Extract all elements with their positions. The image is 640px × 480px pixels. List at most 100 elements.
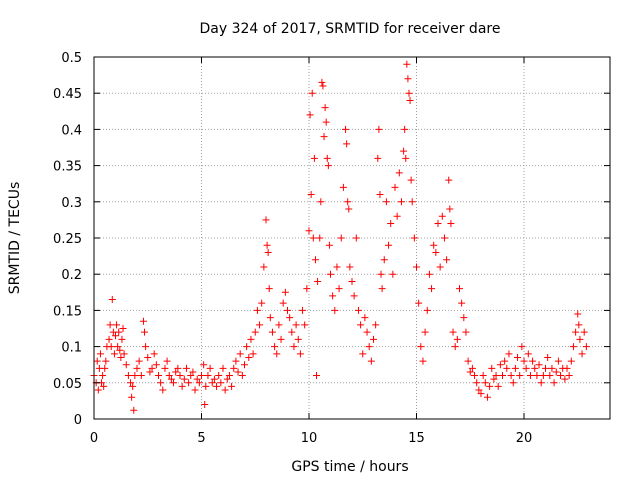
data-point	[557, 372, 565, 380]
data-point	[501, 357, 509, 365]
data-point	[128, 393, 136, 401]
data-point	[200, 361, 208, 369]
data-point	[428, 285, 436, 293]
data-point	[499, 372, 506, 380]
data-point	[453, 335, 461, 343]
data-point	[264, 248, 272, 256]
data-point	[317, 198, 325, 206]
data-point	[578, 350, 586, 358]
data-point	[492, 372, 500, 380]
data-point	[266, 314, 274, 322]
data-point	[316, 234, 324, 242]
data-point	[406, 96, 414, 104]
data-point	[131, 372, 139, 380]
data-point	[363, 328, 371, 336]
data-point	[306, 111, 314, 119]
data-point	[271, 343, 279, 351]
data-point	[407, 176, 415, 184]
data-point	[372, 321, 380, 329]
data-point	[516, 372, 524, 380]
data-point	[481, 379, 489, 387]
data-point	[342, 125, 350, 133]
data-point	[511, 364, 519, 372]
data-point	[365, 343, 373, 351]
data-point	[533, 372, 541, 380]
x-tick-label: 15	[408, 431, 425, 446]
data-point	[443, 256, 451, 264]
data-point	[232, 357, 240, 365]
data-point	[421, 328, 429, 336]
data-point	[277, 335, 285, 343]
data-point	[535, 361, 543, 369]
data-point	[185, 379, 193, 387]
data-point	[319, 82, 327, 90]
data-point	[318, 78, 326, 86]
data-point	[565, 372, 573, 380]
data-point	[436, 263, 444, 271]
data-point	[221, 386, 229, 394]
data-point	[432, 248, 440, 256]
data-point	[357, 321, 365, 329]
data-point	[507, 372, 515, 380]
data-point	[323, 154, 331, 162]
data-point	[296, 350, 304, 358]
data-point	[377, 270, 385, 278]
data-point	[202, 382, 210, 390]
data-point	[447, 220, 455, 228]
data-point	[174, 364, 182, 372]
data-point	[107, 343, 115, 351]
data-point	[324, 162, 332, 170]
data-point	[228, 382, 236, 390]
data-point	[400, 147, 408, 155]
data-point	[529, 357, 537, 365]
data-point	[350, 292, 358, 300]
data-point	[108, 296, 116, 304]
data-point	[234, 368, 242, 376]
data-point	[213, 382, 221, 390]
data-point	[479, 372, 487, 380]
data-point	[580, 328, 588, 336]
data-point	[263, 241, 271, 249]
data-point	[576, 335, 584, 343]
data-point	[275, 321, 283, 329]
data-point	[165, 372, 173, 380]
y-axis-label: SRMTID / TECUs	[7, 182, 23, 295]
data-point	[130, 406, 138, 414]
data-point	[370, 335, 377, 343]
data-point	[268, 328, 276, 336]
x-tick-label: 10	[301, 431, 318, 446]
data-point	[94, 386, 102, 394]
data-point	[262, 216, 270, 224]
data-point	[256, 321, 264, 329]
data-point	[120, 350, 128, 358]
data-point	[387, 220, 395, 228]
data-point	[554, 357, 562, 365]
data-point	[93, 357, 101, 365]
data-point	[382, 198, 390, 206]
data-point	[354, 306, 362, 314]
data-point	[100, 382, 108, 390]
data-point	[496, 361, 504, 369]
data-point	[434, 220, 442, 228]
data-point	[413, 263, 420, 271]
data-point	[96, 350, 104, 358]
data-point	[385, 241, 393, 249]
data-point	[253, 306, 261, 314]
data-point	[359, 350, 367, 358]
data-point	[475, 386, 483, 394]
grid-lines	[94, 57, 610, 419]
data-point	[321, 104, 329, 112]
data-point	[238, 372, 246, 380]
data-point	[445, 176, 453, 184]
data-point	[401, 125, 409, 133]
data-point	[102, 357, 110, 365]
data-point	[367, 357, 375, 365]
axis-ticks	[93, 56, 610, 420]
data-point	[159, 386, 167, 394]
data-point	[281, 288, 289, 296]
y-tick-label: 0.45	[53, 87, 82, 102]
data-point	[563, 364, 571, 372]
data-point	[331, 306, 339, 314]
data-point	[464, 357, 472, 365]
